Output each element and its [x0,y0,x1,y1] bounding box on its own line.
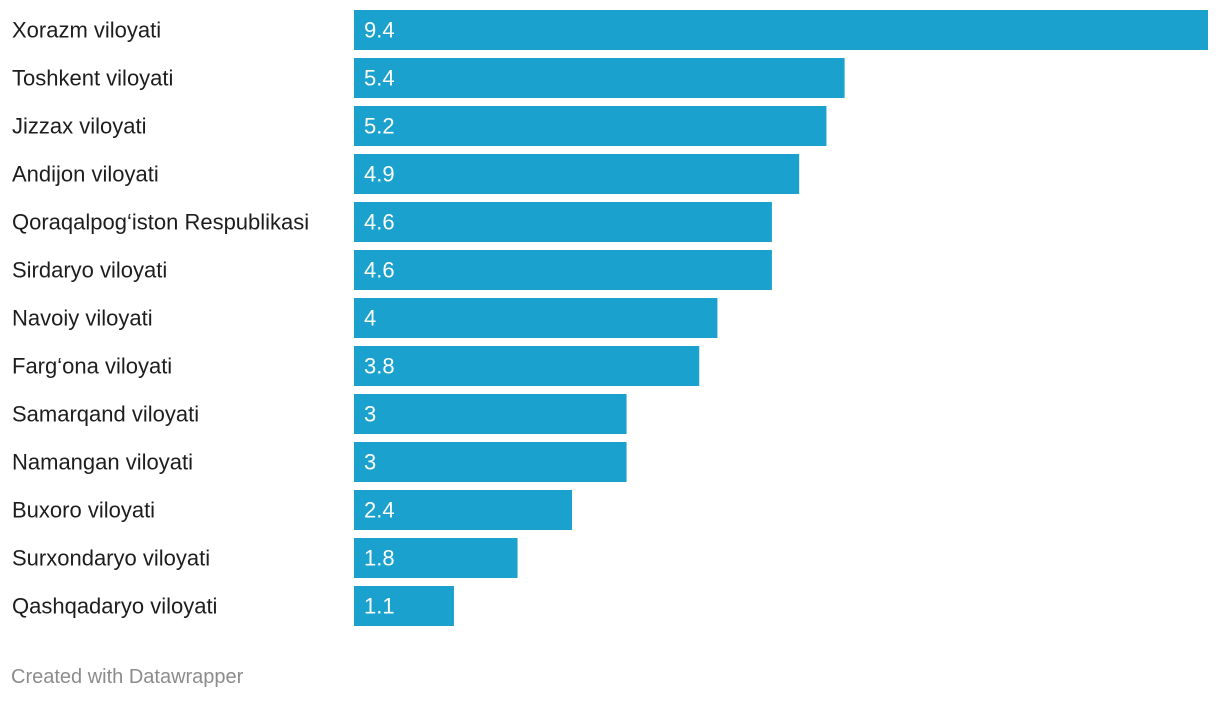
bar [354,586,454,626]
bar-row: Samarqand viloyati 3 [12,394,627,434]
bar-row: Qoraqalpog‘iston Respublikasi 4.6 [12,202,772,242]
category-label: Surxondaryo viloyati [12,546,210,571]
bar-row: Namangan viloyati 3 [12,442,627,482]
bar-value-label: 4.6 [364,258,395,283]
category-label: Sirdaryo viloyati [12,258,167,283]
category-label: Xorazm viloyati [12,18,161,43]
bar [354,490,573,530]
category-label: Andijon viloyati [12,162,159,187]
bar-row: Andijon viloyati 4.9 [12,154,800,194]
bar [354,58,845,98]
bar [354,394,627,434]
bar [354,250,772,290]
bar-row: Xorazm viloyati 9.4 [12,10,1208,50]
bar-value-label: 5.4 [364,66,395,91]
bar [354,442,627,482]
bar-row: Sirdaryo viloyati 4.6 [12,250,772,290]
bar-value-label: 9.4 [364,18,395,43]
bar-value-label: 2.4 [364,498,395,523]
bar [354,346,700,386]
category-label: Buxoro viloyati [12,498,155,523]
bar-row: Navoiy viloyati 4 [12,298,718,338]
category-label: Samarqand viloyati [12,402,199,427]
bar-row: Buxoro viloyati 2.4 [12,490,573,530]
bar [354,106,827,146]
category-label: Navoiy viloyati [12,306,153,331]
bar-value-label: 5.2 [364,114,395,139]
bar-value-label: 1.1 [364,594,395,619]
bar [354,10,1208,50]
bar-value-label: 3 [364,402,376,427]
bar-value-label: 4.6 [364,210,395,235]
category-label: Farg‘ona viloyati [12,354,172,379]
category-label: Qoraqalpog‘iston Respublikasi [12,210,309,235]
bar [354,538,518,578]
bar-chart: Xorazm viloyati 9.4 Toshkent viloyati 5.4 Ji… [12,10,1208,626]
category-label: Namangan viloyati [12,450,193,475]
datawrapper-credit: Created with Datawrapper [11,666,244,688]
category-label: Qashqadaryo viloyati [12,594,217,619]
bar [354,298,718,338]
category-label: Jizzax viloyati [12,114,146,139]
bar-value-label: 4.9 [364,162,395,187]
bar-row: Jizzax viloyati 5.2 [12,106,827,146]
bar [354,154,800,194]
category-label: Toshkent viloyati [12,66,173,91]
bar-value-label: 3 [364,450,376,475]
bar-value-label: 1.8 [364,546,395,571]
bar-value-label: 4 [364,306,376,331]
bar-value-label: 3.8 [364,354,395,379]
bar-row: Surxondaryo viloyati 1.8 [12,538,518,578]
chart-rows: Xorazm viloyati 9.4 Toshkent viloyati 5.4 Ji… [12,10,1208,626]
bar-row: Toshkent viloyati 5.4 [12,58,845,98]
bar [354,202,772,242]
bar-row: Qashqadaryo viloyati 1.1 [12,586,454,626]
bar-row: Farg‘ona viloyati 3.8 [12,346,700,386]
